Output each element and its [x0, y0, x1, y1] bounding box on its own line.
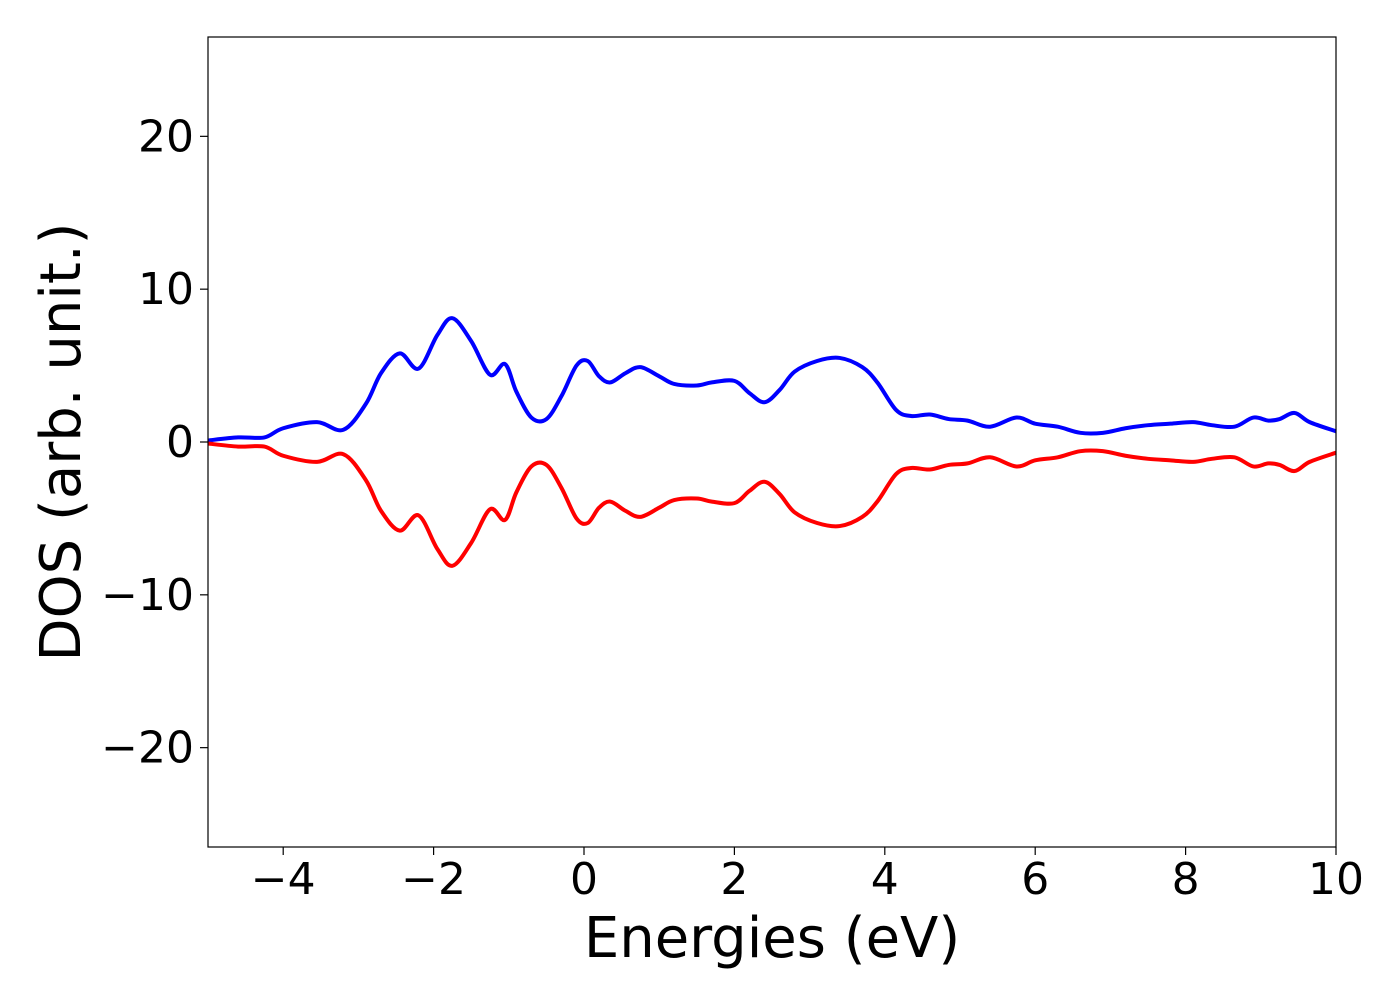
- x-tick-label: 4: [871, 854, 899, 905]
- y-axis-title: DOS (arb. unit.): [29, 222, 94, 661]
- y-tick-label: 10: [138, 264, 194, 315]
- series-layer: [207, 316, 1337, 568]
- y-tick-label: 0: [166, 417, 194, 468]
- y-tick-label: −20: [101, 723, 194, 774]
- x-tick-label: 6: [1021, 854, 1049, 905]
- x-tick-label: 10: [1308, 854, 1364, 905]
- x-tick-label: 0: [570, 854, 598, 905]
- x-tick-label: 2: [720, 854, 748, 905]
- y-tick-label: −10: [101, 570, 194, 621]
- x-tick-label: −4: [251, 854, 316, 905]
- spin-up-line: [207, 316, 1337, 443]
- spin-down-line: [207, 441, 1337, 568]
- x-axis-title: Energies (eV): [584, 906, 960, 971]
- y-tick-label: 20: [138, 111, 194, 162]
- x-tick-label: 8: [1172, 854, 1200, 905]
- x-tick-label: −2: [401, 854, 466, 905]
- plot-frame: [207, 36, 1337, 848]
